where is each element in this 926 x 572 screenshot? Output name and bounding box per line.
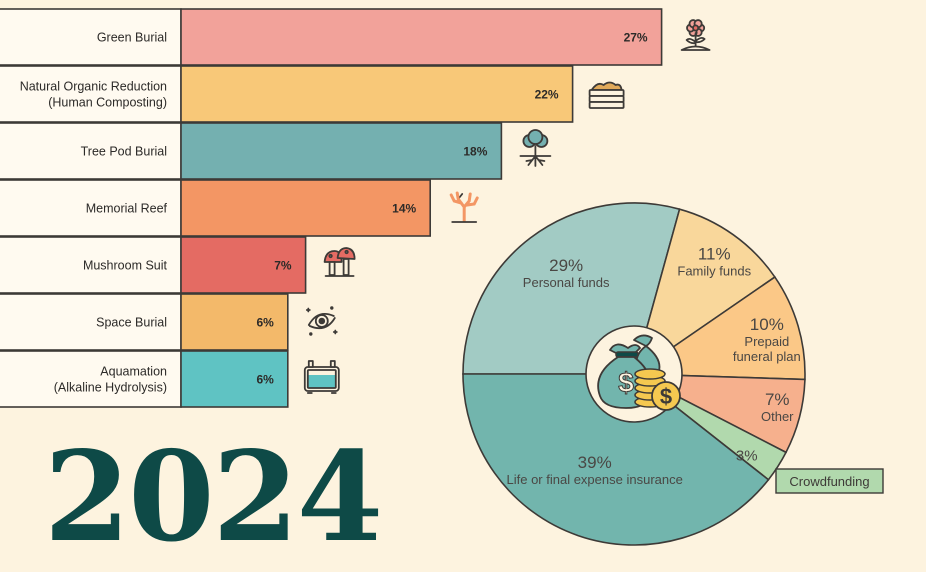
pie-callout-box (775, 468, 884, 494)
tree-icon (519, 129, 552, 167)
bar-category-box (0, 122, 182, 180)
bar (180, 293, 289, 351)
compost-crate-icon (588, 81, 625, 109)
pie-slice (632, 208, 776, 376)
bar (180, 8, 663, 66)
bar-category-box (0, 236, 182, 294)
bar-value-label: 27% (624, 31, 648, 45)
bar-category-label: Tree Pod Burial (81, 145, 167, 159)
pie-category-label: Personal funds (523, 275, 610, 290)
svg-text:$: $ (660, 384, 672, 409)
bar-category-label: Aquamation (Alkaline Hydrolysis) (54, 365, 167, 395)
bar-category-label: Green Burial (97, 31, 167, 45)
flower-icon (680, 19, 711, 51)
pie-value-label: 10% (750, 315, 784, 334)
svg-text:$: $ (618, 367, 634, 398)
pie-slice (462, 373, 770, 546)
bar-category-label: Memorial Reef (86, 202, 168, 216)
pie-category-label: Life or final expense insurance (507, 472, 683, 487)
pie-value-label: 3% (736, 448, 758, 465)
bar-category-box (0, 350, 182, 408)
pie-value-label: 39% (578, 453, 612, 472)
pie-category-label: Prepaid funeral plan (733, 334, 801, 364)
money-bag-coins-icon: $ $ (597, 334, 681, 411)
bar (180, 65, 574, 123)
bar-value-label: 22% (535, 88, 559, 102)
bar (180, 179, 431, 237)
pie-value-label: 29% (549, 256, 583, 275)
bar-value-label: 18% (463, 145, 487, 159)
bar-value-label: 6% (256, 316, 274, 330)
pie-category-label: Family funds (677, 264, 751, 279)
water-tank-icon (303, 360, 340, 394)
bar-category-box (0, 65, 182, 123)
bar-category-label: Space Burial (96, 316, 167, 330)
bar-value-label: 14% (392, 202, 416, 216)
pie-category-label: Crowdfunding (789, 474, 869, 489)
pie-value-label: 11% (698, 245, 731, 264)
bar-category-label: Mushroom Suit (83, 259, 168, 273)
bar-value-label: 7% (274, 259, 292, 273)
pie-value-label: 7% (765, 390, 790, 409)
mushroom-icon (323, 247, 356, 277)
bar-category-label: Natural Organic Reduction (Human Composti… (20, 80, 167, 110)
bar (180, 350, 289, 408)
bar-category-box (0, 179, 182, 237)
year-label: 2024 (44, 425, 383, 570)
bar (180, 236, 307, 294)
bar-value-label: 6% (256, 373, 274, 387)
coral-icon (449, 191, 479, 223)
pie-category-label: Other (761, 409, 794, 424)
bar (180, 122, 503, 180)
galaxy-icon (305, 306, 338, 336)
